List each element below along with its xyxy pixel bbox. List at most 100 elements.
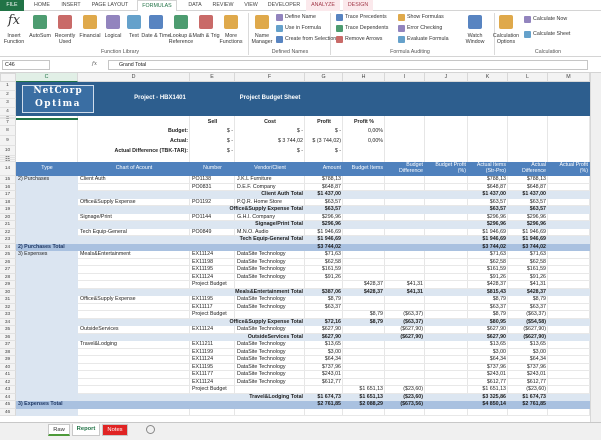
ribbon-button[interactable]: Name Manager (251, 33, 273, 46)
logo-line: Optima (34, 99, 82, 109)
button-icon (199, 15, 213, 29)
cell: $737,96 (321, 363, 341, 370)
ribbon-button[interactable]: Watch Window (465, 33, 485, 46)
cell: $428,37 (363, 281, 383, 287)
sheet-tab[interactable]: Report (72, 424, 100, 436)
ribbon-tab[interactable]: ANALYZE (306, 0, 340, 11)
cell: EX11124 (192, 251, 214, 257)
cell: $428,37 (486, 281, 506, 287)
ribbon-tab[interactable]: INSERT (61, 2, 81, 8)
type-cell-fill (16, 281, 78, 289)
row-header: 21 (0, 221, 16, 229)
cell: $1 946,69 (317, 236, 341, 242)
ribbon-tab[interactable]: DESIGN (343, 0, 373, 11)
ribbon-button[interactable]: Remove Arrows (345, 36, 383, 42)
type-cell-fill (16, 311, 78, 319)
ribbon-tab[interactable]: REVIEW (212, 2, 234, 8)
cell: $243,01 (526, 371, 546, 377)
ribbon-button[interactable]: Use in Formula (285, 25, 321, 31)
cell: $612,77 (526, 378, 546, 385)
add-sheet[interactable] (146, 425, 155, 434)
cell: DataSite Technology (237, 266, 286, 272)
grid-line (16, 362, 590, 364)
cell: 3) Expenses Total (18, 401, 63, 407)
cell: Tech Equip-General Total (239, 236, 303, 242)
row-header: 19 (0, 206, 16, 214)
ribbon-tab[interactable]: HOME (34, 2, 50, 8)
cell: Signage/Print (80, 213, 112, 220)
cell: $1 437,00 (522, 191, 546, 197)
ribbon-button[interactable]: Error Checking (407, 25, 443, 31)
cell: $788,13 (321, 176, 341, 182)
ribbon-button[interactable]: Logical (104, 33, 122, 39)
cell: ($23,60) (403, 393, 423, 400)
column-header: C (16, 73, 78, 82)
cell: Actual Difference (TBK-TAR): (114, 148, 188, 154)
cell: $243,01 (321, 371, 341, 377)
cell: 3) Expenses (18, 251, 48, 257)
grid-line (16, 302, 590, 304)
row-header: 46 (0, 408, 16, 416)
ribbon-button[interactable]: Evaluate Formula (407, 36, 449, 42)
cell: $648,87 (321, 183, 341, 190)
ribbon-tab[interactable]: DATA (188, 2, 202, 8)
ribbon-tab[interactable]: FILE (0, 0, 24, 11)
ribbon-tab[interactable]: VIEW (244, 2, 258, 8)
row-header: 35 (0, 326, 16, 334)
sheet-tab[interactable]: Raw (48, 424, 70, 436)
ribbon-tab[interactable]: DEVELOPER (267, 2, 301, 8)
ribbon-button[interactable]: Math & Trig (192, 33, 220, 39)
ribbon-button[interactable]: Define Name (285, 14, 316, 20)
type-cell-fill (16, 266, 78, 274)
cell: Budget: (167, 128, 188, 134)
column-header: D (78, 73, 190, 82)
cell: $91,26 (529, 273, 546, 280)
ribbon-button[interactable]: Show Formulas (407, 14, 444, 20)
ribbon-button[interactable]: Calculate Sheet (533, 31, 571, 37)
cell: $3 744,02 (522, 243, 546, 250)
ribbon-button[interactable]: More Functions (219, 33, 243, 46)
ribbon-tab[interactable]: PAGE LAYOUT (91, 2, 129, 8)
cell: $387,06 (321, 288, 341, 295)
cell: EX11195 (192, 296, 214, 302)
ribbon-button[interactable]: Text (129, 33, 139, 39)
cell: $62,58 (529, 258, 546, 265)
formula-input[interactable]: Grand Total (108, 60, 588, 70)
cell: PO1192 (192, 198, 212, 205)
ribbon-button[interactable]: Calculation Options (492, 33, 520, 46)
cell: $627,90 (486, 326, 506, 332)
cell: $815,43 (486, 288, 506, 295)
ribbon-button[interactable]: Trace Precedents (345, 14, 387, 20)
cell: $1 651,13 (359, 386, 383, 392)
sheet-tab[interactable]: Notes (102, 424, 128, 436)
ribbon-button[interactable]: Lookup & Reference (168, 33, 194, 46)
ribbon-button[interactable]: Financial (79, 33, 101, 39)
ribbon-button[interactable]: Calculate Now (533, 16, 568, 22)
row-header: 12 (0, 158, 16, 160)
ribbon-button[interactable]: Trace Dependents (345, 25, 389, 31)
subtotal-fill (78, 318, 590, 326)
cell: Chart of Acount (115, 165, 153, 172)
group-separator (248, 13, 249, 55)
ribbon-button[interactable]: Create from Selection (285, 36, 337, 42)
cell: 0,00% (367, 128, 383, 134)
row-header: 17 (0, 191, 16, 199)
ribbon-button[interactable]: AutoSum (29, 33, 51, 39)
cell: $8,79 (532, 296, 546, 302)
cell: $41,31 (406, 281, 423, 287)
group-separator (330, 13, 331, 55)
cell: $612,77 (486, 378, 506, 385)
button-icon (499, 15, 513, 29)
button-icon (276, 25, 283, 32)
cell: Project Budget (192, 311, 227, 317)
cell: $2 761,85 (317, 401, 341, 407)
grid-line (16, 235, 590, 236)
ribbon-button[interactable]: Date & Time (141, 33, 171, 39)
name-box[interactable]: C46 (2, 60, 50, 70)
ribbon-button[interactable]: Recently Used (54, 33, 76, 46)
type-cell-fill (16, 273, 78, 281)
ribbon-button[interactable]: Insert Function (3, 33, 25, 46)
cell: $13,65 (489, 341, 506, 347)
ribbon-tab[interactable]: FORMULAS (137, 0, 177, 11)
cell: ($23,60) (526, 386, 546, 392)
